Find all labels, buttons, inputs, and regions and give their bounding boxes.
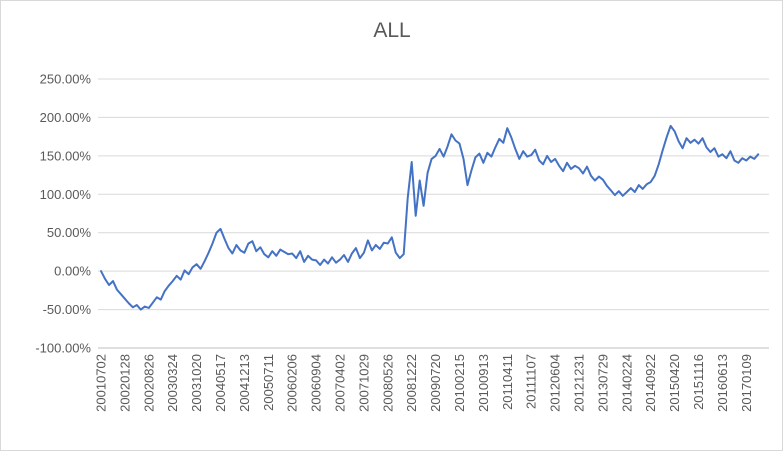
x-axis-tick-label: 20130729 [595,354,610,412]
x-axis-tick-label: 20110411 [500,354,515,410]
y-axis-tick-label: 150.00% [40,148,92,163]
x-axis-tick-label: 20020826 [141,354,156,412]
x-axis-tick-label: 20100913 [476,354,491,412]
x-axis-tick-label: 20010702 [94,354,109,412]
y-axis-tick-label: 0.00% [54,264,91,279]
x-axis-tick-label: 20071029 [356,354,371,412]
y-axis-tick-label: 250.00% [40,72,92,87]
y-axis-tick-label: 50.00% [47,225,92,240]
x-axis-tick-label: 20081222 [404,354,419,412]
y-axis-tick-label: -50.00% [43,302,92,317]
x-axis-tick-label: 20160613 [715,354,730,412]
y-axis-tick-label: 200.00% [40,110,92,125]
x-axis-tick-label: 20070402 [333,354,348,412]
x-axis-tick-label: 20100215 [452,354,467,412]
x-axis-tick-label: 20150420 [667,354,682,412]
x-axis-tick-label: 20140224 [619,354,634,412]
data-series-group [100,124,760,311]
x-axis-tick-label: 20090720 [428,354,443,412]
x-axis-tick-label: 20111107 [524,354,539,409]
x-axis-tick-label: 20060206 [285,354,300,412]
chart-title: ALL [373,19,410,42]
gridlines-group [98,78,769,349]
y-axis-tick-label: 100.00% [40,187,92,202]
y-axis-labels-group: 250.00% 200.00% 150.00% 100.00% 50.00% 0.00% -… [35,72,91,356]
x-axis-tick-label: 20030324 [165,354,180,412]
x-axis-tick-label: 20140922 [643,354,658,412]
series-line [100,124,760,311]
x-axis-tick-label: 20151116 [691,354,706,410]
x-axis-tick-label: 20080526 [380,354,395,412]
x-axis-labels-group: 20010702 20020128 20020826 20030324 20031020… [94,354,754,412]
x-axis-tick-label: 20041213 [237,354,252,412]
x-axis-tick-label: 20031020 [189,354,204,412]
x-axis-tick-label: 20050711 [261,354,276,411]
y-axis-tick-label: -100.00% [35,341,91,356]
x-axis-tick-label: 20040517 [213,354,228,412]
x-axis-tick-label: 20020128 [117,354,132,412]
x-axis-tick-label: 20121231 [572,354,587,412]
x-axis-tick-label: 20120604 [548,354,563,412]
x-axis-tick-label: 20170109 [739,354,754,412]
x-axis-tick-label: 20060904 [309,354,324,412]
